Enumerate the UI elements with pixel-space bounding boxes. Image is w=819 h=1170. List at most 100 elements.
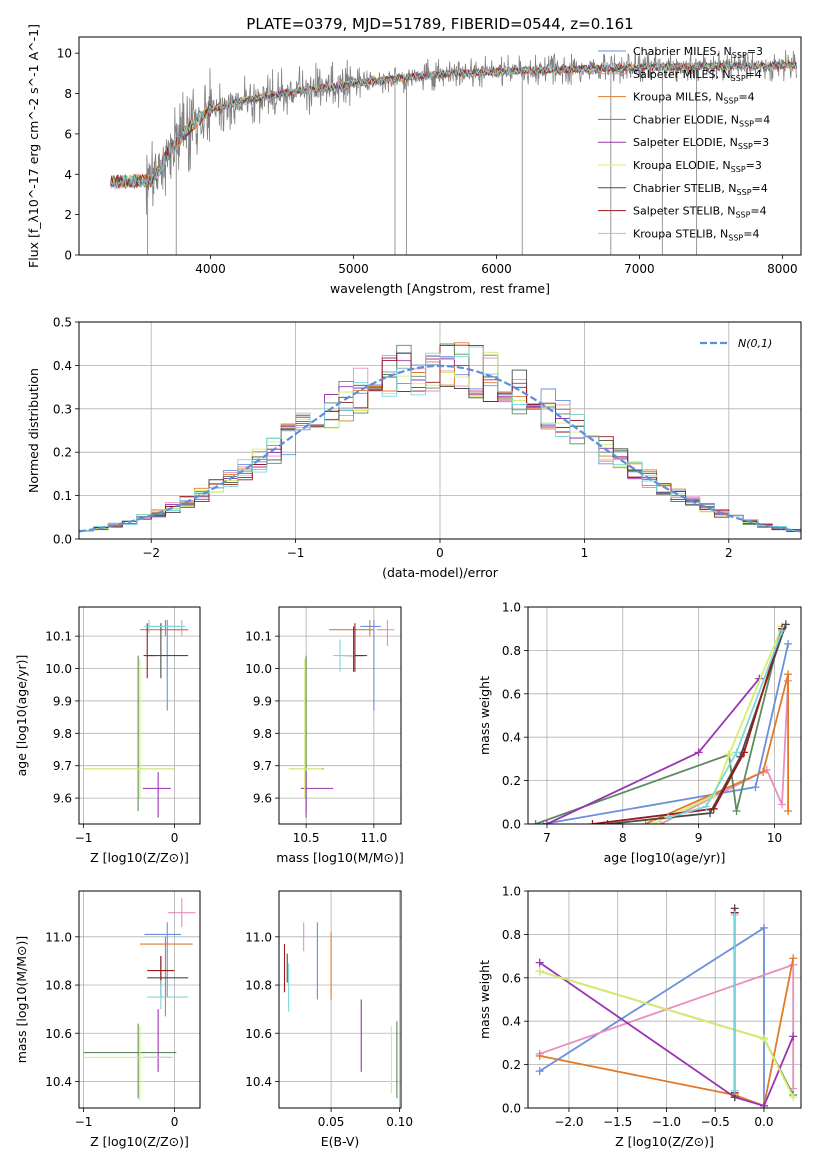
weight-point-marker xyxy=(730,1086,739,1095)
legend-nssp-value: = xyxy=(743,227,752,240)
x-axis-label: Z [log10(Z/Z⊙)] xyxy=(615,1134,714,1149)
y-tick-label: 9.9 xyxy=(253,694,272,708)
legend-ssp-subscript: SSP xyxy=(731,165,746,174)
legend-entry: Chabrier MILES, NSSP=3 xyxy=(633,45,763,60)
weight-series-line xyxy=(535,626,783,824)
y-tick-label: 10.6 xyxy=(245,1027,272,1041)
y-tick-label: 0.6 xyxy=(502,971,521,985)
legend-nssp-number: 3 xyxy=(756,45,763,58)
x-tick-label: 0 xyxy=(171,1115,179,1129)
legend-n-symbol: , N xyxy=(717,45,732,58)
legend-model-name: Salpeter ELODIE xyxy=(633,136,723,149)
legend-n-symbol: , N xyxy=(723,136,738,149)
y-tick-label: 9.6 xyxy=(53,792,72,806)
legend-nssp-value: = xyxy=(747,45,756,58)
y-tick-label: 0.0 xyxy=(502,1102,521,1116)
plot-area-age_vs_mass xyxy=(288,619,395,818)
axes-frame xyxy=(78,890,201,1109)
weight-series-line xyxy=(539,961,795,1107)
legend-entry: Chabrier STELIB, NSSP=4 xyxy=(633,182,768,197)
y-tick-label: 4 xyxy=(64,168,72,182)
legend-model-name: Chabrier MILES xyxy=(633,45,717,58)
weight-series-line xyxy=(539,958,795,1108)
panel-weight_vs_age: 7 8 9 10 0.0 0.2 0.4 0.6 0.8 1.0 age [log10(age/yr… xyxy=(477,601,802,865)
model-spectrum-line xyxy=(110,61,798,190)
y-axis-label: age [log10(age/yr)] xyxy=(14,655,29,777)
legend-n-symbol: , N xyxy=(715,159,730,172)
legend-nssp-value: = xyxy=(746,159,755,172)
legend-ssp-subscript: SSP xyxy=(738,142,753,151)
legend-nssp-value: = xyxy=(752,182,761,195)
y-tick-label: 9.9 xyxy=(53,694,72,708)
x-tick-label: 0.05 xyxy=(318,1115,345,1129)
weight-point-marker xyxy=(706,809,714,818)
x-tick-label: −1 xyxy=(75,1115,93,1129)
y-tick-label: 10.4 xyxy=(45,1075,72,1089)
x-tick-label: 7000 xyxy=(624,262,655,276)
legend-nssp-number: 4 xyxy=(748,91,755,104)
weight-point-marker xyxy=(759,923,768,932)
residual-histogram xyxy=(79,344,801,539)
weight-point-marker xyxy=(740,748,749,757)
legend-nssp-number: 4 xyxy=(763,113,770,126)
weight-point-marker xyxy=(535,1067,544,1076)
x-tick-label: 7 xyxy=(543,831,551,845)
legend-n-symbol: , N xyxy=(715,68,730,81)
weight-point-marker xyxy=(535,967,544,976)
normal-distribution-curve xyxy=(79,364,801,533)
y-tick-label: 11.0 xyxy=(45,930,72,944)
weight-series-line xyxy=(645,674,789,824)
plot-area-weight_vs_Z xyxy=(535,904,798,1108)
legend-entry: Salpeter ELODIE, NSSP=3 xyxy=(633,136,769,151)
legend-model-name: Chabrier STELIB xyxy=(633,182,721,195)
y-tick-label: 0.2 xyxy=(502,1058,521,1072)
legend-n-symbol: , N xyxy=(721,182,736,195)
x-axis-label: Z [log10(Z/Z⊙)] xyxy=(90,850,189,865)
legend-model-name: Kroupa ELODIE xyxy=(633,159,715,172)
y-tick-label: 10.1 xyxy=(45,630,72,644)
x-tick-label: 1 xyxy=(581,546,589,560)
y-tick-label: 0.8 xyxy=(502,928,521,942)
legend-n-symbol: , N xyxy=(708,91,723,104)
y-tick-label: 0.4 xyxy=(502,1015,521,1029)
y-tick-label: 10.6 xyxy=(45,1027,72,1041)
legend-ssp-subscript: SSP xyxy=(735,211,750,220)
x-axis-label: E(B-V) xyxy=(321,1134,360,1149)
axes-frame xyxy=(78,36,802,256)
weight-point-marker xyxy=(732,806,741,815)
y-axis-label: mass weight xyxy=(477,960,492,1039)
weight-point-marker xyxy=(542,820,551,824)
grid-mass_vs_EBV xyxy=(279,891,401,1108)
plot-area-spectrum xyxy=(110,49,798,255)
weight-point-marker xyxy=(702,802,711,811)
x-tick-label: 0 xyxy=(436,546,444,560)
figure-title: PLATE=0379, MJD=51789, FIBERID=0544, z=0… xyxy=(246,15,633,33)
y-tick-label: 1.0 xyxy=(502,601,521,615)
x-tick-label: 4000 xyxy=(195,262,226,276)
y-tick-label: 10.8 xyxy=(245,979,272,993)
legend-entry: Kroupa MILES, NSSP=4 xyxy=(633,91,755,106)
y-tick-label: 10.4 xyxy=(245,1075,272,1089)
legend-ssp-subscript: SSP xyxy=(731,74,746,83)
weight-point-marker xyxy=(535,1051,544,1060)
weight-point-marker xyxy=(784,670,793,679)
y-tick-label: 0.4 xyxy=(502,731,521,745)
panel-weight_vs_Z: −2.0 −1.5 −1.0 −0.5 0.0 0.0 0.2 0.4 0.6 0.8 1.0 Z [… xyxy=(477,885,802,1149)
y-axis-label: Normed distribution xyxy=(26,368,41,493)
legend-ssp-subscript: SSP xyxy=(739,119,754,128)
x-tick-label: −2.0 xyxy=(554,1115,583,1129)
weight-point-marker xyxy=(531,820,540,824)
legend-nssp-value: = xyxy=(754,113,763,126)
x-tick-label: 0 xyxy=(171,831,179,845)
weight-point-marker xyxy=(759,1034,768,1043)
y-tick-label: 0.5 xyxy=(53,316,72,330)
weight-point-marker xyxy=(789,1032,798,1041)
y-tick-label: 6 xyxy=(64,127,72,141)
weight-point-marker xyxy=(724,750,733,759)
x-tick-label: −0.5 xyxy=(701,1115,730,1129)
plot-area-age_vs_Z xyxy=(83,619,189,818)
legend-entry: Salpeter MILES, NSSP=4 xyxy=(633,68,762,83)
